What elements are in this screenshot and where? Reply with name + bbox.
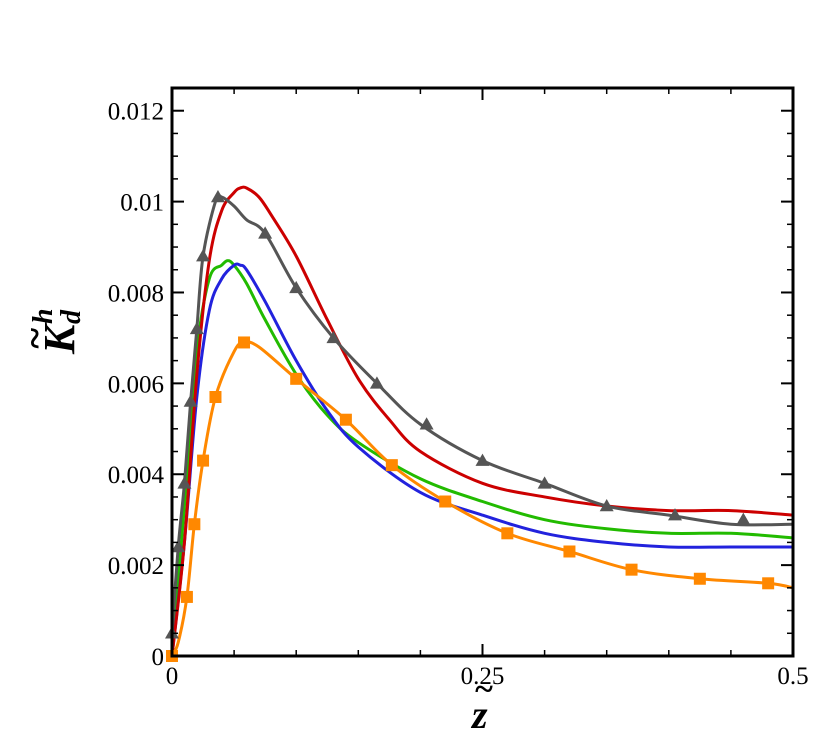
series-marker-square <box>385 459 398 472</box>
series-marker-triangle <box>419 417 434 430</box>
x-tick-label: 0.25 <box>461 663 505 690</box>
series-marker-triangle <box>326 330 341 344</box>
series-marker-triangle <box>668 508 683 521</box>
y-tick-label: 0.004 <box>108 462 165 489</box>
x-axis-label-main: z <box>470 692 488 737</box>
y-axis-label-main: K <box>35 322 84 355</box>
series-marker-square <box>238 336 251 349</box>
series-line-3 <box>170 262 795 658</box>
series-layer <box>165 185 795 662</box>
series-marker-square <box>290 372 303 385</box>
series-marker-triangle <box>289 280 304 294</box>
series-marker-square <box>563 545 576 558</box>
series-marker-square <box>439 495 452 508</box>
y-tick-label: 0.006 <box>108 371 164 398</box>
axes-layer: 0 0.25 0.5 0 0.002 0.004 0.006 0.008 0.01 0.012 <box>108 88 809 690</box>
x-axis-tilde: ~ <box>474 671 493 708</box>
y-axis-tilde: ~ <box>12 327 57 350</box>
series-marker-triangle <box>177 476 192 489</box>
series-marker-triangle <box>537 476 552 489</box>
series-marker-square <box>339 413 352 426</box>
series-marker-triangle <box>599 499 614 512</box>
series-marker-square <box>762 577 775 590</box>
y-axis-label-subscript: d <box>56 309 87 324</box>
x-axis-label: ~ z <box>470 671 493 737</box>
y-tick-label: 0.012 <box>108 99 164 126</box>
y-tick-label: 0.01 <box>120 190 164 217</box>
series-marker-square <box>693 572 706 585</box>
series-marker-square <box>501 527 514 540</box>
series-marker-triangle <box>189 321 204 335</box>
series-marker-square <box>188 518 201 531</box>
y-tick-label: 0 <box>152 644 165 671</box>
series-marker-triangle <box>210 190 225 203</box>
series-line-0 <box>170 185 795 658</box>
series-marker-square <box>197 454 210 467</box>
series-marker-square <box>180 590 193 603</box>
series-marker-square <box>625 563 638 576</box>
series-marker-square <box>209 390 222 403</box>
series-marker-triangle <box>171 539 186 553</box>
series-marker-triangle <box>258 226 273 239</box>
y-tick-label: 0.002 <box>108 553 164 580</box>
series-marker-triangle <box>369 376 384 389</box>
x-tick-label: 0 <box>166 663 179 690</box>
plot-frame <box>170 86 795 658</box>
y-axis-label-superscript: h <box>28 308 59 324</box>
series-marker-triangle <box>183 394 198 407</box>
x-tick-label: 0.5 <box>777 663 808 690</box>
series-marker-triangle <box>475 453 490 466</box>
series-marker-triangle <box>736 512 751 525</box>
y-tick-label: 0.008 <box>108 280 164 307</box>
series-marker-triangle <box>196 249 211 262</box>
y-axis-label: ~ K h d <box>12 308 87 355</box>
series-line-2 <box>170 259 795 658</box>
